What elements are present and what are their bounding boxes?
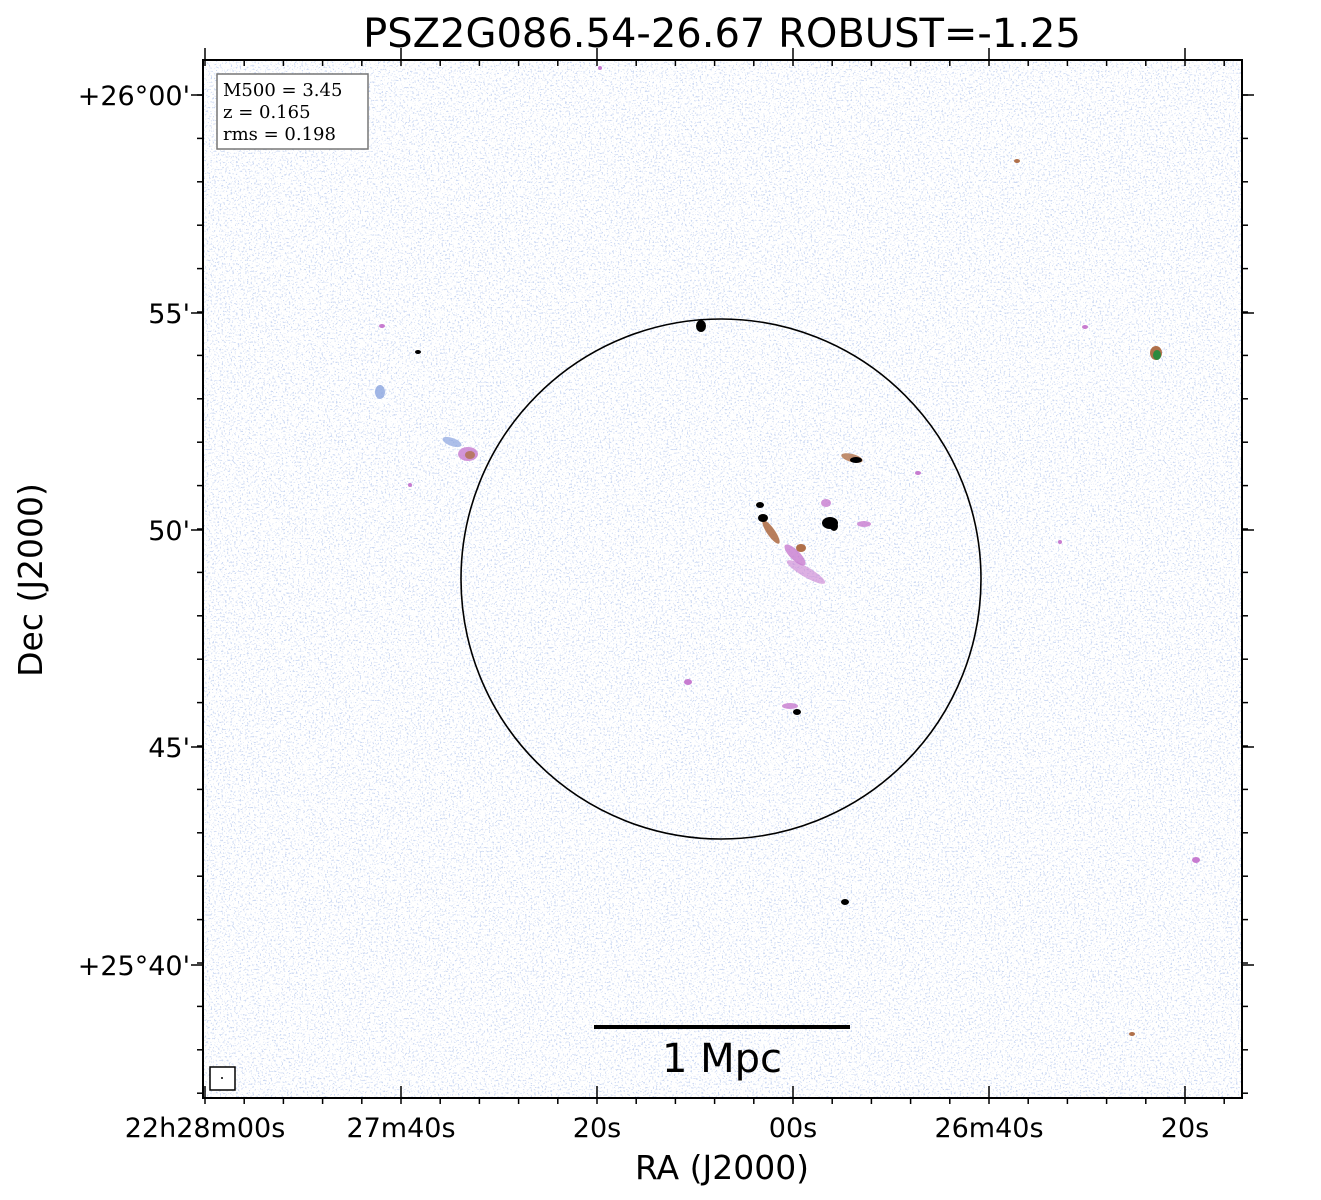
y-axis-label: Dec (J2000): [11, 483, 50, 677]
right-point-d: [1129, 1032, 1135, 1036]
x-tick-label-2: 27m40s: [346, 1113, 455, 1144]
beam-indicator: [209, 1066, 236, 1091]
double-source: [821, 499, 871, 531]
top-source: [696, 320, 706, 332]
r500-circle: [460, 318, 982, 840]
y-tick-labels: +26°00' 55' 50' 45' +25°40': [78, 81, 190, 982]
right-point-e: [1058, 540, 1062, 544]
lower-source: [782, 703, 801, 715]
info-m500: M500 = 3.45: [223, 80, 342, 101]
y-tick-label-3: 50': [148, 516, 190, 547]
x-tick-label-5: 26m40s: [934, 1113, 1043, 1144]
faint-source-a: [684, 679, 692, 685]
plot-frame: [202, 59, 1243, 1099]
y-tick-label-2: 55': [148, 299, 190, 330]
right-point-b: [1014, 159, 1020, 163]
left-point-b: [379, 324, 385, 328]
x-axis-label: RA (J2000): [635, 1148, 809, 1187]
y-tick-label-5: +25°40': [78, 951, 190, 982]
x-tick-label-1: 22h28m00s: [125, 1113, 286, 1144]
plot-area: [203, 60, 1242, 1098]
right-green-source: [1150, 346, 1162, 360]
central-tailed-source: [756, 502, 826, 584]
axis-ticks: [191, 48, 1254, 1104]
left-point-a: [415, 350, 421, 354]
top-point: [598, 66, 602, 70]
noise-texture: [203, 60, 1242, 1098]
x-tick-label-4: 00s: [769, 1113, 817, 1144]
left-faint-source: [375, 385, 385, 399]
radio-sources: [375, 66, 1200, 1036]
y-tick-label-1: +26°00': [78, 81, 190, 112]
x-tick-labels: 22h28m00s 27m40s 20s 00s 26m40s 20s: [125, 1113, 1210, 1144]
bottom-compact-source: [841, 899, 849, 905]
upper-right-source: [841, 453, 863, 463]
right-point-c: [1192, 857, 1200, 863]
mid-point-a: [915, 471, 921, 475]
x-tick-label-3: 20s: [573, 1113, 621, 1144]
right-point-a: [1082, 325, 1088, 329]
y-tick-label-4: 45': [148, 733, 190, 764]
chart-title: PSZ2G086.54-26.67 ROBUST=-1.25: [363, 11, 1081, 57]
left-extended-source: [442, 436, 478, 461]
info-box: M500 = 3.45 z = 0.165 rms = 0.198: [216, 73, 369, 150]
mid-point-b: [408, 483, 412, 487]
scale-bar-label: 1 Mpc: [662, 1036, 782, 1082]
info-box-frame: [216, 73, 369, 150]
info-redshift: z = 0.165: [223, 102, 311, 123]
x-tick-label-6: 20s: [1161, 1113, 1209, 1144]
info-rms: rms = 0.198: [223, 124, 336, 145]
scale-bar: 1 Mpc: [594, 1025, 850, 1082]
